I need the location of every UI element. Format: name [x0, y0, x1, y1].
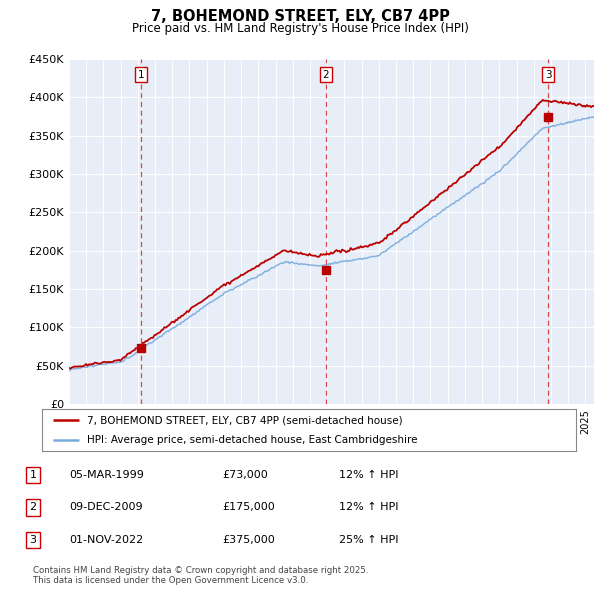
Text: 3: 3 [545, 70, 551, 80]
Text: 3: 3 [29, 535, 37, 545]
Text: 25% ↑ HPI: 25% ↑ HPI [339, 535, 398, 545]
Text: 01-NOV-2022: 01-NOV-2022 [69, 535, 143, 545]
Text: 09-DEC-2009: 09-DEC-2009 [69, 503, 143, 512]
Text: 1: 1 [29, 470, 37, 480]
Text: 1: 1 [137, 70, 144, 80]
Text: £375,000: £375,000 [222, 535, 275, 545]
Text: 12% ↑ HPI: 12% ↑ HPI [339, 470, 398, 480]
Text: £73,000: £73,000 [222, 470, 268, 480]
Text: 2: 2 [323, 70, 329, 80]
Text: 12% ↑ HPI: 12% ↑ HPI [339, 503, 398, 512]
Text: £175,000: £175,000 [222, 503, 275, 512]
Text: Price paid vs. HM Land Registry's House Price Index (HPI): Price paid vs. HM Land Registry's House … [131, 22, 469, 35]
Text: HPI: Average price, semi-detached house, East Cambridgeshire: HPI: Average price, semi-detached house,… [88, 435, 418, 445]
Text: 05-MAR-1999: 05-MAR-1999 [69, 470, 144, 480]
Text: Contains HM Land Registry data © Crown copyright and database right 2025.
This d: Contains HM Land Registry data © Crown c… [33, 566, 368, 585]
Text: 2: 2 [29, 503, 37, 512]
Text: 7, BOHEMOND STREET, ELY, CB7 4PP: 7, BOHEMOND STREET, ELY, CB7 4PP [151, 9, 449, 24]
Text: 7, BOHEMOND STREET, ELY, CB7 4PP (semi-detached house): 7, BOHEMOND STREET, ELY, CB7 4PP (semi-d… [88, 415, 403, 425]
